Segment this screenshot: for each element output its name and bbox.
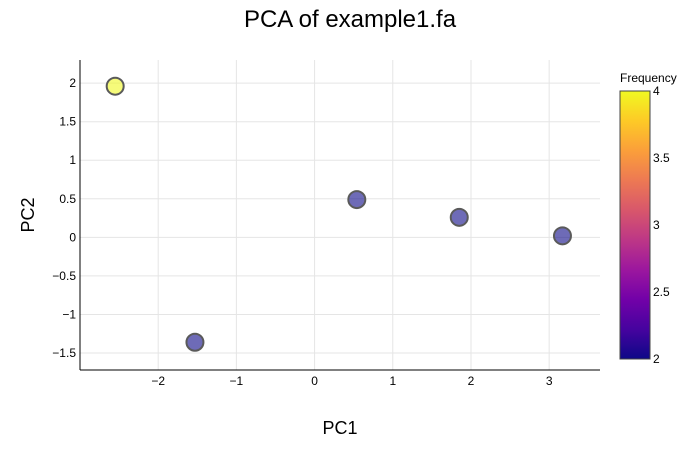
y-tick-label: −1 bbox=[62, 307, 76, 321]
y-tick-label: 1.5 bbox=[59, 115, 76, 129]
y-tick-label: −0.5 bbox=[52, 269, 76, 283]
colorbar-tick-label: 4 bbox=[653, 84, 660, 98]
x-tick-labels: −2 −1 0 1 2 3 bbox=[151, 374, 552, 388]
y-tick-labels: 2 1.5 1 0.5 0 −0.5 −1 −1.5 bbox=[52, 76, 76, 360]
y-tick-label: 2 bbox=[69, 76, 76, 90]
colorbar-tick-labels: 4 3.5 3 2.5 2 bbox=[653, 84, 670, 366]
data-point bbox=[347, 190, 367, 210]
x-tick-label: 0 bbox=[311, 374, 318, 388]
grid bbox=[80, 60, 600, 370]
colorbar-tick-label: 3 bbox=[653, 218, 660, 232]
y-tick-label: 0.5 bbox=[59, 192, 76, 206]
colorbar-tick-label: 2.5 bbox=[653, 285, 670, 299]
x-tick-label: 1 bbox=[389, 374, 396, 388]
data-point bbox=[449, 207, 469, 227]
y-tick-label: 1 bbox=[69, 153, 76, 167]
colorbar-tick-label: 3.5 bbox=[653, 151, 670, 165]
data-point bbox=[105, 76, 125, 96]
axes bbox=[79, 60, 600, 371]
y-tick-label: 0 bbox=[69, 230, 76, 244]
x-tick-label: −2 bbox=[151, 374, 165, 388]
data-point bbox=[552, 226, 572, 246]
y-axis-title: PC2 bbox=[18, 197, 38, 232]
colorbar-title: Frequency bbox=[620, 71, 677, 85]
x-tick-label: −1 bbox=[230, 374, 244, 388]
chart-title: PCA of example1.fa bbox=[243, 6, 457, 33]
x-axis-title: PC1 bbox=[322, 418, 357, 438]
colorbar: Frequency 4 3.5 3 2.5 2 bbox=[619, 71, 677, 366]
data-points bbox=[105, 76, 572, 352]
x-tick-label: 2 bbox=[468, 374, 475, 388]
y-tick-label: −1.5 bbox=[52, 346, 76, 360]
colorbar-gradient bbox=[619, 90, 651, 360]
colorbar-tick-label: 2 bbox=[653, 352, 660, 366]
x-tick-label: 3 bbox=[546, 374, 553, 388]
data-point bbox=[185, 332, 205, 352]
